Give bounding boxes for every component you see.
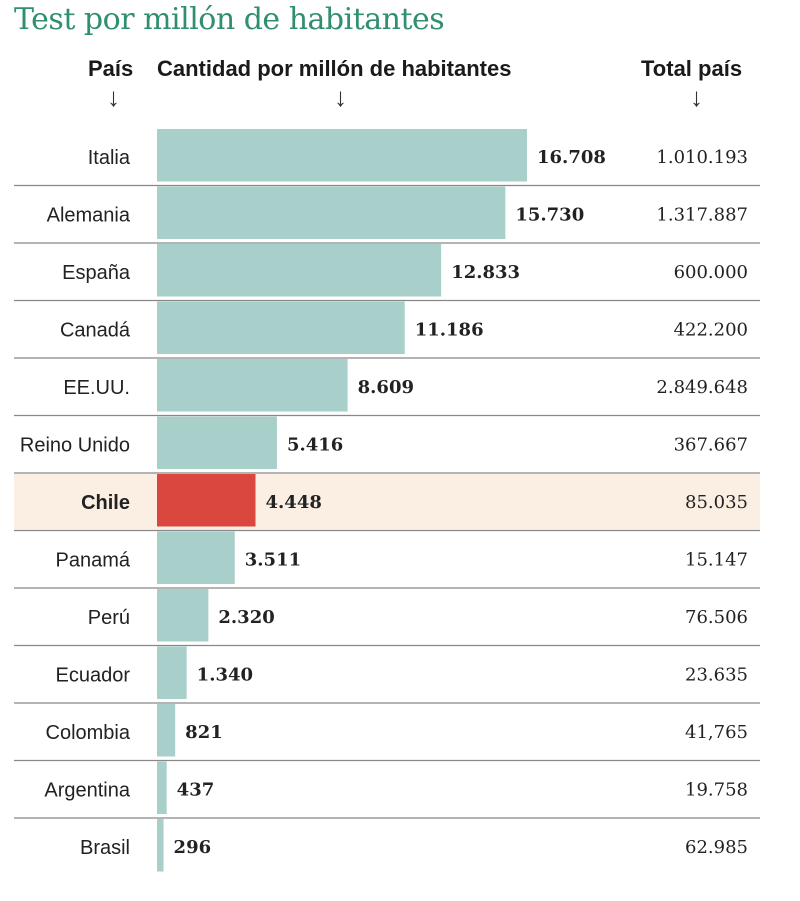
total-label: 85.035 [685, 492, 748, 513]
total-label: 1.010.193 [656, 147, 748, 168]
value-label: 15.730 [515, 204, 584, 225]
value-label: 16.708 [537, 147, 606, 168]
bar-alemania [157, 186, 506, 239]
total-label: 19.758 [685, 779, 748, 800]
bar-chile [157, 474, 256, 527]
bar-panam- [157, 531, 235, 584]
header-quantity: Cantidad por millón de habitantes [157, 56, 512, 81]
value-label: 437 [177, 779, 215, 800]
bar-italia [157, 129, 527, 182]
value-label: 821 [185, 722, 223, 743]
country-label: Ecuador [56, 664, 131, 686]
country-label: Panamá [56, 549, 131, 571]
down-arrow-icon: ↓ [690, 82, 703, 112]
value-label: 1.340 [197, 664, 253, 685]
bar-ecuador [157, 646, 187, 699]
country-label: Chile [81, 492, 130, 514]
total-label: 41,765 [685, 722, 748, 743]
chart-title: Test por millón de habitantes [14, 2, 445, 37]
total-label: 62.985 [685, 837, 748, 858]
bar-ee-uu- [157, 359, 348, 412]
total-label: 600.000 [674, 262, 748, 283]
total-label: 1.317.887 [656, 204, 748, 225]
bar-argentina [157, 761, 167, 814]
header-total: Total país [641, 56, 743, 81]
country-label: Argentina [44, 779, 130, 801]
down-arrow-icon: ↓ [107, 82, 120, 112]
country-label: Italia [88, 147, 131, 169]
country-label: Perú [88, 607, 130, 629]
value-label: 12.833 [451, 262, 520, 283]
bar-brasil [157, 819, 164, 872]
country-label: Alemania [47, 204, 131, 226]
value-label: 296 [174, 837, 212, 858]
country-label: Reino Unido [20, 434, 130, 456]
total-label: 367.667 [674, 434, 748, 455]
total-label: 23.635 [685, 664, 748, 685]
value-label: 11.186 [415, 319, 484, 340]
bar-reino-unido [157, 416, 277, 469]
header-country: País [88, 56, 134, 81]
value-label: 8.609 [358, 377, 414, 398]
bar-per- [157, 589, 209, 642]
total-label: 76.506 [685, 607, 748, 628]
bar-espa-a [157, 244, 442, 297]
country-label: Canadá [60, 319, 131, 341]
value-label: 5.416 [287, 434, 343, 455]
highlight-row-background [14, 474, 760, 530]
country-label: EE.UU. [63, 377, 130, 399]
total-label: 2.849.648 [656, 377, 748, 398]
country-label: España [62, 262, 131, 284]
total-label: 422.200 [674, 319, 748, 340]
value-label: 3.511 [245, 549, 301, 570]
bar-canad- [157, 301, 405, 354]
country-label: Colombia [46, 722, 131, 744]
country-label: Brasil [80, 837, 130, 859]
total-label: 15.147 [685, 549, 748, 570]
down-arrow-icon: ↓ [334, 82, 347, 112]
value-label: 4.448 [266, 492, 322, 513]
bar-colombia [157, 704, 176, 757]
value-label: 2.320 [218, 607, 274, 628]
